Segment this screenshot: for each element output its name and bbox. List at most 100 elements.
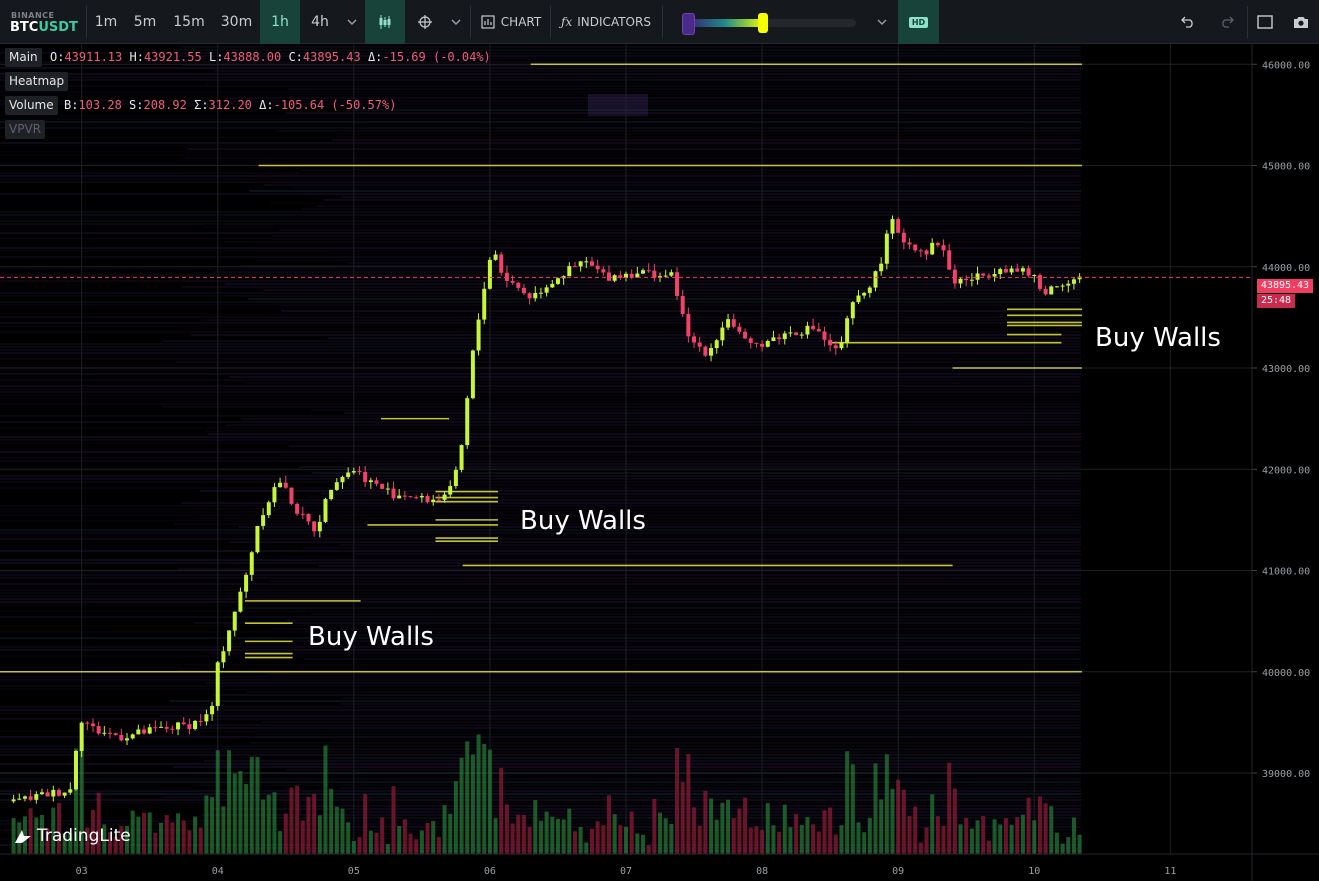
timeframe-30m[interactable]: 30m <box>220 14 253 30</box>
heatmap-intensity-slider[interactable] <box>686 19 856 27</box>
volume-bar <box>856 822 861 854</box>
heatmap-band <box>349 811 1081 813</box>
heatmap-band <box>0 79 1081 81</box>
timeframe-15m[interactable]: 15m <box>173 14 205 30</box>
volume-bar <box>187 830 192 854</box>
heatmap-band <box>0 610 1081 612</box>
candle-body <box>448 486 453 495</box>
candle-body <box>62 792 67 796</box>
legend-main-button[interactable]: Main <box>5 48 42 67</box>
timeframe-4h[interactable]: 4h <box>311 14 329 30</box>
undo-button[interactable] <box>1175 0 1201 44</box>
heatmap-band <box>0 91 1081 93</box>
candle-body <box>113 733 118 735</box>
volume-bar <box>969 828 974 854</box>
heatmap-band <box>0 118 1081 120</box>
slider-dropdown[interactable] <box>870 0 894 44</box>
annotation-buy-walls: Buy Walls <box>520 506 646 536</box>
crosshair-button[interactable] <box>410 0 440 44</box>
volume-bar <box>686 754 691 854</box>
timeframe-1h[interactable]: 1h <box>260 0 300 44</box>
volume-bar <box>975 820 980 854</box>
heatmap-band <box>0 373 1081 375</box>
volume-bar <box>102 824 107 854</box>
heatmap-band <box>0 94 1081 96</box>
slider-min-handle[interactable] <box>682 13 695 35</box>
heatmap-band <box>246 691 1082 693</box>
legend-vpvr-button[interactable]: VPVR <box>5 120 45 139</box>
timeframe-5m[interactable]: 5m <box>133 14 157 30</box>
heatmap-band <box>228 541 1081 543</box>
heatmap-band <box>188 835 1082 837</box>
candle-body <box>90 723 95 727</box>
volume-bar <box>204 795 209 854</box>
volume-bar <box>334 806 339 854</box>
volume-bar <box>261 799 266 854</box>
heatmap-band <box>0 349 1081 351</box>
heatmap-band <box>205 430 1081 432</box>
heatmap-band <box>0 460 1081 462</box>
candle-body <box>385 488 390 490</box>
volume-bar <box>720 802 725 854</box>
candle-body <box>726 319 731 328</box>
candles-button[interactable] <box>365 0 405 44</box>
chart-button[interactable]: CHART <box>476 0 546 44</box>
legend-heatmap-button[interactable]: Heatmap <box>5 72 69 91</box>
candle-body <box>272 487 277 503</box>
heatmap-band <box>0 238 1081 240</box>
heatmap-band <box>0 751 1081 753</box>
volume-bar <box>907 816 912 854</box>
heatmap-band <box>303 547 1081 549</box>
heatmap-band <box>0 211 1081 213</box>
time-axis-label: 05 <box>348 866 360 877</box>
heatmap-band <box>0 574 1081 576</box>
candle-body <box>947 250 952 270</box>
heatmap-band <box>337 133 1081 135</box>
fullscreen-button[interactable] <box>1252 0 1278 44</box>
volume-bar <box>890 788 895 854</box>
candle-body <box>136 729 141 735</box>
candle-body <box>663 275 668 277</box>
volume-bar <box>680 782 685 854</box>
volume-bar <box>85 827 90 854</box>
candle-body <box>255 525 260 553</box>
candle-body <box>306 513 311 522</box>
heatmap-band <box>0 142 1081 144</box>
redo-button[interactable] <box>1214 0 1240 44</box>
heatmap-band <box>0 100 1081 102</box>
symbol-selector[interactable]: BINANCE BTCUSDT <box>0 0 86 44</box>
timeframe-dropdown[interactable] <box>340 0 364 44</box>
volume-bar <box>675 747 680 854</box>
crosshair-dropdown[interactable] <box>444 0 468 44</box>
heatmap-band <box>302 208 1081 210</box>
screenshot-button[interactable] <box>1288 0 1314 44</box>
chart-label: CHART <box>500 15 542 29</box>
candle-body <box>845 318 850 343</box>
indicators-button[interactable]: ƒx INDICATORS <box>556 0 656 44</box>
heatmap-band <box>347 463 1081 465</box>
volume-bar <box>51 807 56 854</box>
slider-max-handle[interactable] <box>758 13 768 33</box>
candle-body <box>794 332 799 335</box>
price-chart[interactable]: 39000.00 40000.00 41000.00 42000.00 43000.00… <box>0 44 1319 881</box>
volume-bar <box>255 756 260 854</box>
heatmap-band <box>0 388 1081 390</box>
heatmap-band <box>207 433 1081 435</box>
volume-bar <box>555 818 560 854</box>
heatmap-band <box>310 613 1081 615</box>
heatmap-band <box>0 85 1081 87</box>
volume-bar <box>295 785 300 854</box>
hd-toggle-button[interactable]: HD <box>898 0 939 44</box>
heatmap-band <box>588 94 648 116</box>
timeframe-1m[interactable]: 1m <box>94 14 118 30</box>
volume-bar <box>125 825 130 854</box>
heatmap-band <box>0 616 1081 618</box>
heatmap-band <box>175 724 1081 726</box>
legend-volume-button[interactable]: Volume <box>5 96 58 115</box>
volume-bar <box>794 814 799 854</box>
candle-body <box>686 314 691 337</box>
volume-bar <box>771 825 776 854</box>
heatmap-band <box>213 271 1081 273</box>
heatmap-band <box>0 151 1081 153</box>
heatmap-band <box>0 217 1081 219</box>
